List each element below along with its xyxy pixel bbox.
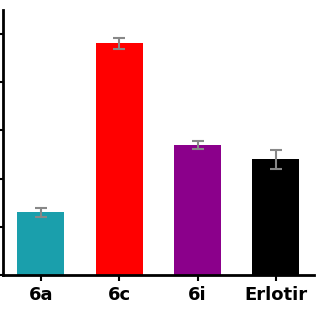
- Bar: [252, 159, 300, 275]
- Bar: [174, 145, 221, 275]
- Bar: [96, 44, 143, 275]
- Bar: [17, 212, 64, 275]
